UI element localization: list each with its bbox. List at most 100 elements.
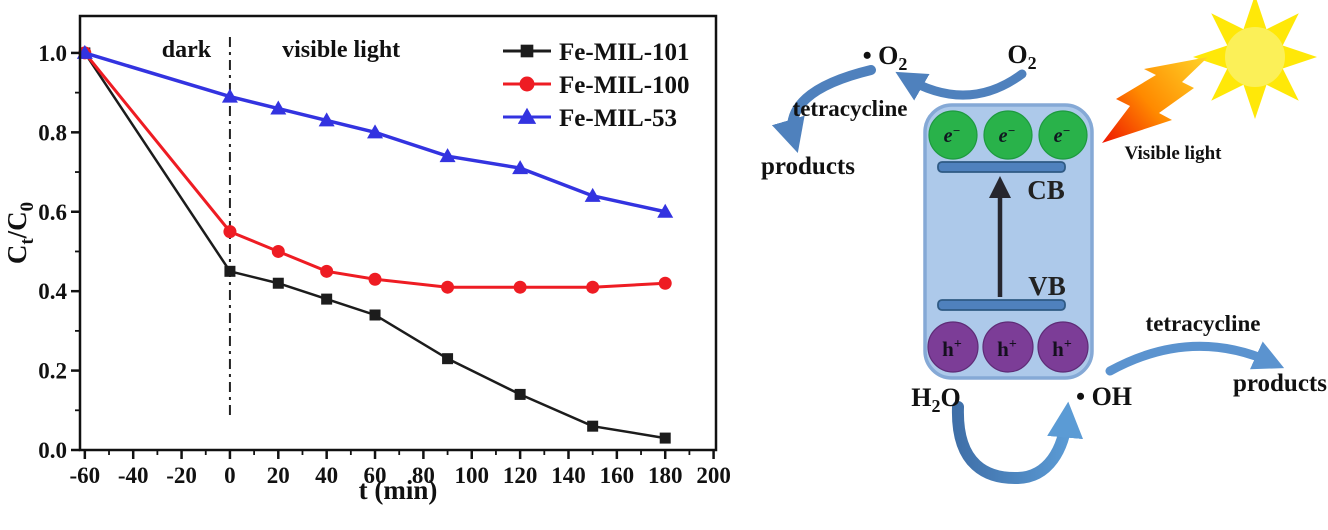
hole-label: h+: [942, 337, 962, 361]
marker-triangle: [318, 112, 335, 127]
electron-label: e−: [944, 123, 961, 147]
marker-triangle: [657, 203, 674, 218]
marker-square: [224, 265, 236, 277]
marker-square: [321, 293, 333, 305]
x-tick-label: 140: [551, 463, 586, 488]
marker-triangle: [270, 100, 287, 115]
marker-triangle: [439, 148, 456, 163]
tetracycline-label-right: tetracycline: [1146, 311, 1261, 336]
series-Fe-MIL-100: [78, 46, 672, 294]
marker-square: [442, 353, 454, 365]
x-tick-label: 160: [600, 463, 635, 488]
x-tick-label: 80: [412, 463, 435, 488]
o2-reduction-arrow: [895, 69, 1027, 101]
legend-item-Fe-MIL-53: Fe-MIL-53: [503, 105, 677, 132]
marker-square: [520, 44, 534, 58]
hole-circle: [982, 321, 1034, 373]
legend-label: Fe-MIL-100: [559, 72, 690, 99]
cb-label: CB: [1027, 175, 1065, 205]
x-tick-label: -20: [166, 463, 197, 488]
marker-circle: [368, 272, 382, 286]
marker-circle: [441, 280, 455, 294]
electron-circle: [983, 110, 1033, 160]
electron-circle: [928, 110, 978, 160]
x-tick-label: 60: [364, 463, 387, 488]
degradation-chart-panel: -60 -40 -20 0 20 40 60 80 100 120 140 160 180 200 0.0 0…: [2, 14, 730, 505]
marker-triangle: [367, 124, 384, 139]
sun-body: [1225, 27, 1285, 87]
superoxide-label: • O2: [863, 41, 908, 74]
marker-triangle: [221, 88, 238, 103]
x-tick-label: 180: [648, 463, 683, 488]
tetracycline-label-top: tetracycline: [793, 96, 908, 121]
y-tick-label: 0.2: [38, 359, 67, 384]
marker-square: [659, 432, 671, 444]
electron-circles: [928, 110, 1088, 160]
oxygen-label: O2: [1007, 40, 1036, 73]
marker-circle: [271, 244, 285, 258]
products-label-top: products: [761, 153, 855, 180]
marker-circle: [586, 280, 600, 294]
axis-ticks: [71, 51, 715, 459]
cb-band-bar: [937, 161, 1066, 173]
y-axis-title: Ct/C0: [2, 202, 38, 264]
excitation-arrow: [989, 176, 1011, 297]
marker-square: [514, 388, 526, 400]
hole-label: h+: [1052, 337, 1072, 361]
electron-label: e−: [999, 123, 1016, 147]
tetracycline-degradation-arrow-left: [771, 65, 876, 154]
legend-label: Fe-MIL-53: [559, 105, 677, 132]
series-Fe-MIL-53: [76, 44, 674, 218]
y-tick-label: 0.0: [38, 438, 67, 463]
marker-square: [587, 420, 599, 432]
electron-circle: [1038, 110, 1088, 160]
annotation-dark: dark: [162, 37, 212, 63]
x-tick-label: 40: [315, 463, 338, 488]
marker-square: [369, 309, 381, 321]
visible-light-label: Visible light: [1125, 143, 1223, 164]
x-tick-label: 120: [503, 463, 538, 488]
mechanism-diagram: e− e− e− h+ h+ h+ • O2 O2 tetracy: [761, 0, 1327, 485]
legend-item-Fe-MIL-101: Fe-MIL-101: [503, 39, 690, 66]
marker-circle: [223, 225, 237, 239]
marker-triangle: [584, 187, 601, 202]
lightning-bolt-icon: [1102, 57, 1208, 143]
annotation-visible-light: visible light: [282, 37, 400, 63]
x-tick-label: 200: [696, 463, 730, 488]
y-tick-label: 0.8: [38, 120, 67, 145]
x-axis-title: t (min): [359, 475, 438, 505]
marker-circle: [658, 276, 672, 290]
oh-degradation-arrow-right: [1105, 341, 1285, 376]
y-tick-label: 0.4: [38, 279, 67, 304]
hole-circles: [927, 321, 1089, 373]
hole-label: h+: [997, 337, 1017, 361]
legend-item-Fe-MIL-100: Fe-MIL-100: [503, 72, 690, 99]
marker-triangle: [512, 160, 529, 175]
y-tick-label: 0.6: [38, 200, 67, 225]
marker-square: [272, 277, 284, 289]
y-tick-label: 1.0: [38, 41, 67, 66]
degradation-chart: -60 -40 -20 0 20 40 60 80 100 120 140 160 180 200 0.0 0…: [2, 14, 730, 505]
marker-triangle: [517, 107, 537, 124]
products-label-right: products: [1233, 370, 1327, 397]
x-tick-label: -40: [118, 463, 149, 488]
legend-label: Fe-MIL-101: [559, 39, 690, 66]
water-oxidation-arrow: [951, 401, 1084, 485]
vb-band-bar: [937, 299, 1066, 311]
hydroxyl-label: • OH: [1076, 382, 1132, 411]
marker-circle: [513, 280, 527, 294]
water-label: H2O: [911, 383, 960, 416]
x-tick-label: 100: [455, 463, 490, 488]
marker-circle: [320, 264, 334, 278]
hole-circle: [1037, 321, 1089, 373]
x-tick-label: -60: [70, 463, 101, 488]
x-tick-label: 20: [267, 463, 290, 488]
mechanism-diagram-panel: e− e− e− h+ h+ h+ • O2 O2 tetracy: [730, 0, 1328, 530]
hole-circle: [927, 321, 979, 373]
marker-circle: [519, 76, 535, 92]
vb-label: VB: [1028, 271, 1066, 301]
sun-icon: [1193, 0, 1317, 119]
plot-frame: [78, 14, 718, 452]
x-tick-label: 0: [224, 463, 236, 488]
